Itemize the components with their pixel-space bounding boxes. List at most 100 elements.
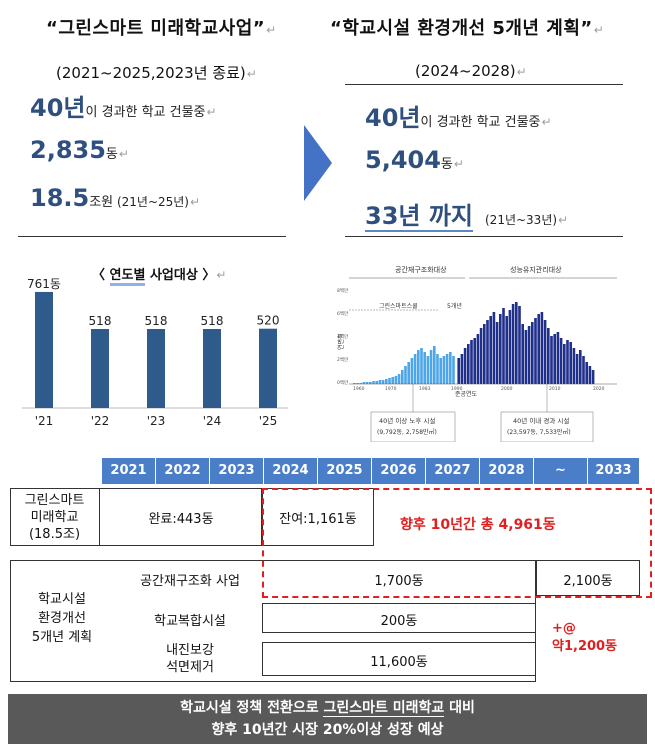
hist-old-bar-16	[404, 366, 407, 384]
complex-facility-value: 200동	[380, 614, 418, 629]
hist-x-axis-label: 준공연도	[455, 390, 478, 398]
hist-new-bar-10	[489, 316, 492, 384]
bar-4	[259, 328, 277, 408]
hist-old-bar-14	[397, 374, 401, 384]
hist-old-bar-25	[433, 346, 436, 384]
hist-new-bar-26	[540, 312, 544, 384]
hist-left-label: 공간재구조화대상	[395, 265, 447, 274]
hist-old-bar-15	[401, 370, 404, 384]
hist-new-bar-17	[511, 304, 515, 384]
left-panel-rule	[18, 236, 286, 237]
hist-inner-label-a: 그린스마트스쿨	[379, 302, 418, 310]
hist-new-bar-28	[547, 328, 550, 384]
hist-old-bar-13	[394, 376, 398, 384]
hist-new-bar-3	[467, 344, 470, 384]
hist-old-bar-22	[423, 352, 426, 384]
right-stat-count: 5,404동↵	[365, 146, 464, 174]
hist-y-tick-4: 0백만	[337, 379, 348, 386]
timeline-year-3: 2024	[264, 458, 318, 484]
hist-old-bar-26	[436, 354, 439, 384]
hist-old-bar-12	[391, 377, 394, 384]
bar-2	[147, 329, 165, 408]
hist-new-bar-1	[460, 354, 464, 384]
greensmart-remaining: 잔여:1,161동	[279, 512, 357, 527]
hist-y-tick-3: 2백만	[337, 356, 348, 363]
bar-0	[35, 291, 53, 408]
hist-old-bar-4	[365, 382, 369, 384]
timeline-year-0: 2021	[102, 458, 156, 484]
hist-y-tick-2: 4백만	[337, 333, 348, 340]
hist-caption-right-1: 40년 이내 경과 시설	[513, 416, 569, 425]
space-restructure-value: 1,700동	[374, 574, 424, 589]
bar-value-label-3: 518	[201, 314, 224, 328]
bar-value-label-4: 520	[257, 314, 280, 328]
timeline-year-6: 2027	[426, 458, 480, 484]
space-restructure-extra-cell	[536, 560, 640, 596]
plan-label: 학교시설 환경개선 5개년 계획	[31, 592, 93, 645]
hist-old-bar-29	[445, 354, 449, 384]
hist-x-tick-2: 1983	[419, 386, 431, 392]
right-panel-title: “학교시설 환경개선 5개년 계획”↵	[330, 18, 605, 39]
hist-old-bar-7	[375, 381, 378, 384]
greensmart-row	[10, 488, 262, 546]
hist-old-bar-19	[413, 354, 417, 384]
hist-bars: 8백만 6백만 4백만 2백만 0백만 1960 1970 1983 1990 2000 2010 2…	[337, 287, 605, 392]
bar-category-label-3: '24	[203, 414, 222, 428]
plus-note: +@ 약1,200동	[552, 621, 618, 654]
timeline-year-9: 2033	[588, 458, 640, 484]
hist-new-bar-33	[563, 344, 566, 384]
timeline-year-8: ~	[534, 458, 588, 484]
complex-facility-label: 학교복합시설	[154, 614, 226, 629]
space-restructure-label: 공간재구조화 사업	[140, 574, 240, 589]
bar-value-label-2: 518	[145, 314, 168, 328]
hist-old-bar-20	[417, 350, 420, 384]
hist-new-bar-16	[508, 310, 512, 384]
hist-old-bar-6	[372, 381, 375, 384]
hist-caption-right-2: (23,597동, 7,533만㎡)	[507, 428, 571, 436]
hist-new-bar-12	[495, 322, 499, 384]
right-panel-top-rule	[345, 84, 623, 85]
hist-x-tick-4: 2000	[501, 386, 513, 392]
hist-y-tick-0: 8백만	[337, 287, 348, 294]
hist-new-bar-18	[515, 302, 518, 384]
hist-old-bar-3	[362, 382, 366, 384]
hist-new-bar-19	[518, 306, 521, 384]
hist-new-bar-8	[483, 324, 486, 384]
hist-x-tick-1: 1970	[385, 386, 397, 392]
hist-new-bar-32	[559, 338, 563, 384]
transition-arrow-icon	[304, 125, 332, 201]
bar-category-label-2: '23	[147, 414, 166, 428]
hist-old-bar-21	[420, 348, 423, 384]
hist-new-bar-2	[463, 348, 467, 384]
hist-old-bar-17	[407, 362, 410, 384]
hist-x-tick-3: 1990	[451, 386, 463, 392]
hist-x-tick-6: 2020	[593, 386, 605, 392]
hist-new-bar-24	[534, 318, 537, 384]
hist-new-bar-39	[582, 356, 585, 384]
hist-new-bar-22	[527, 326, 531, 384]
right-panel-subtitle: (2024~2028)↵	[415, 62, 527, 80]
hist-new-bar-42	[591, 370, 595, 384]
timeline-year-2: 2023	[210, 458, 264, 484]
timeline-year-4: 2025	[318, 458, 372, 484]
hist-old-bar-23	[426, 356, 430, 384]
hist-old-bar-28	[442, 356, 446, 384]
hist-old-bar-0	[353, 383, 356, 384]
hist-new-bar-40	[585, 362, 588, 384]
bar-category-label-0: '21	[35, 414, 54, 428]
hist-new-bar-41	[588, 366, 592, 384]
hist-old-bar-18	[410, 358, 414, 384]
hist-new-bar-9	[486, 320, 489, 384]
hist-old-bar-11	[388, 378, 391, 384]
hist-x-tick-5: 2010	[549, 386, 561, 392]
left-stat-budget: 18.5조원 (21년~25년)↵	[30, 184, 201, 212]
bar-category-label-4: '25	[259, 414, 278, 428]
hist-old-bar-27	[439, 358, 442, 384]
hist-new-bar-20	[521, 324, 524, 384]
bar-value-label-1: 518	[89, 314, 112, 328]
bar-value-label-0: 761동	[27, 277, 61, 291]
hist-new-bar-35	[569, 342, 572, 384]
hist-y-tick-1: 6백만	[337, 310, 348, 317]
hist-old-bar-5	[369, 382, 372, 384]
hist-old-bar-9	[381, 380, 385, 384]
